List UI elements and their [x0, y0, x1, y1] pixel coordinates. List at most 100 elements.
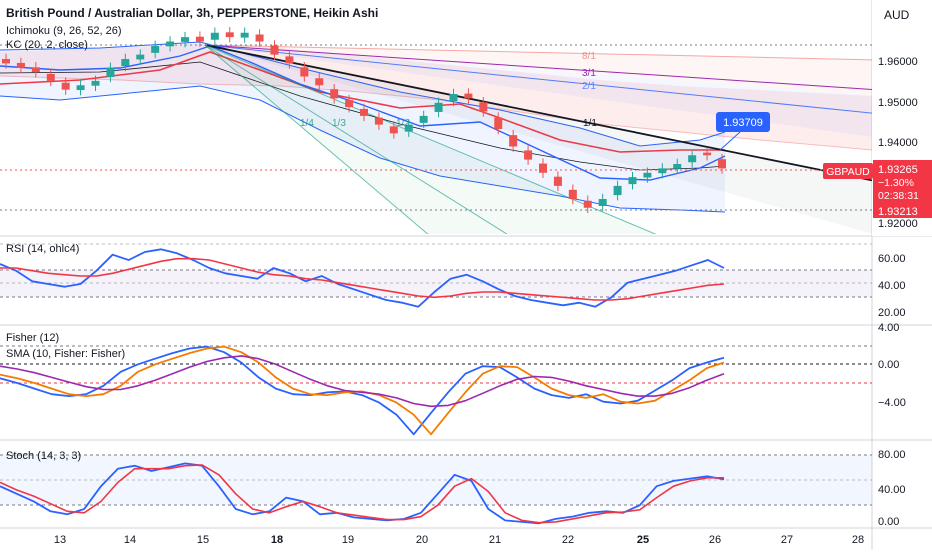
fan-labels: 8/1 3/1 2/1 1/1 1/2 1/3 1/4	[300, 51, 597, 129]
time-tick: 28	[852, 534, 864, 546]
candle	[136, 49, 145, 65]
candle	[539, 158, 547, 178]
legend-sma[interactable]: SMA (10, Fisher: Fisher)	[6, 348, 125, 360]
candle	[76, 80, 85, 96]
candle	[270, 40, 279, 60]
candle	[583, 195, 592, 213]
candle	[643, 167, 652, 183]
ichimoku-cloud	[0, 44, 872, 151]
candle	[374, 112, 383, 130]
candle	[389, 121, 398, 139]
candle	[524, 145, 533, 165]
candle	[449, 88, 458, 107]
fan-label-3-1: 3/1	[582, 68, 596, 79]
time-tick: 20	[416, 534, 428, 546]
time-tick: 25	[637, 534, 649, 546]
candle	[345, 94, 354, 113]
rsi-tick: 40.00	[878, 280, 906, 292]
last-price: 1.93265	[878, 164, 918, 176]
candle	[673, 158, 682, 175]
candle	[464, 88, 473, 104]
symbol-tag: GBPAUD	[823, 163, 873, 179]
series-line-2	[0, 355, 725, 408]
candle	[628, 171, 637, 190]
rsi-tick: 60.00	[878, 253, 906, 265]
time-tick: 22	[562, 534, 574, 546]
candle	[568, 184, 577, 205]
candle	[121, 53, 130, 72]
chart-title: British Pound / Australian Dollar, 3h, P…	[6, 6, 378, 20]
time-tick: 14	[124, 534, 136, 546]
time-tick: 18	[271, 534, 283, 546]
candle	[479, 97, 488, 117]
candle	[181, 31, 189, 48]
candle	[553, 171, 562, 192]
candle	[404, 119, 413, 137]
fan-label-1-2: 1/2	[396, 118, 410, 129]
candle	[658, 163, 667, 179]
gann-fan	[0, 44, 872, 234]
callout[interactable]: 1.93709	[716, 112, 770, 151]
candle	[494, 112, 503, 135]
time-tick: 27	[781, 534, 793, 546]
price-tick: 1.95000	[878, 97, 918, 109]
currency-label: AUD	[884, 8, 910, 22]
candle	[598, 193, 607, 212]
chart-header: British Pound / Australian Dollar, 3h, P…	[6, 6, 378, 51]
candle	[300, 62, 309, 82]
candle	[46, 68, 55, 87]
bar-countdown: 02:38:31	[878, 190, 919, 202]
symbol-label: GBPAUD	[826, 166, 870, 178]
heikin-ashi-candles	[2, 27, 726, 213]
candle	[330, 83, 339, 104]
rsi-panel	[0, 243, 872, 308]
candle	[240, 27, 249, 43]
candle	[2, 53, 10, 69]
price-tick: 1.94000	[878, 137, 918, 149]
candle	[16, 57, 25, 73]
candle	[166, 36, 175, 52]
time-tick: 26	[709, 534, 721, 546]
stoch-panel	[0, 454, 872, 525]
candle	[703, 147, 712, 161]
candle	[151, 40, 160, 59]
time-axis[interactable]: 13 14 15 18 19 20 21 22 25 26 27 28	[54, 534, 864, 546]
candle	[688, 150, 697, 168]
price-tick: 1.96000	[878, 56, 918, 68]
legend-stoch[interactable]: Stoch (14, 3, 3)	[6, 450, 81, 462]
series-line-0	[0, 345, 725, 436]
fisher-axis: 4.00 0.00 −4.00	[878, 322, 906, 409]
callout-price: 1.93709	[723, 117, 763, 129]
series-line-0	[0, 462, 725, 525]
fisher-panel	[0, 345, 872, 436]
candle	[613, 180, 622, 201]
time-tick: 15	[197, 534, 209, 546]
fisher-tick: −4.00	[878, 397, 906, 409]
last-price-tag: 1.93265 −1.30% 02:38:31 1.93213	[873, 160, 932, 218]
candle	[509, 129, 518, 152]
series-line-1	[0, 345, 725, 436]
legend-rsi[interactable]: RSI (14, ohlc4)	[6, 243, 79, 255]
candle	[419, 110, 428, 129]
stoch-series	[0, 462, 725, 525]
candle	[315, 73, 324, 91]
fan-label-1-1: 1/1	[583, 118, 597, 129]
price-tick: 1.92000	[878, 218, 918, 230]
candle	[285, 51, 294, 69]
candle	[61, 77, 70, 95]
stoch-axis: 80.00 40.00 0.00	[878, 449, 906, 528]
candle	[718, 153, 726, 174]
fan-label-1-4: 1/4	[300, 118, 314, 129]
fan-label-2-1: 2/1	[582, 81, 596, 92]
legend-ichimoku[interactable]: Ichimoku (9, 26, 52, 26)	[6, 25, 122, 37]
rsi-tick: 20.00	[878, 307, 906, 319]
stoch-tick: 0.00	[878, 516, 899, 528]
legend-kc[interactable]: KC (20, 2, close)	[6, 39, 88, 51]
legend-fisher[interactable]: Fisher (12)	[6, 332, 59, 344]
fan-label-1-3: 1/3	[332, 118, 346, 129]
series-line-0	[0, 248, 725, 308]
time-tick: 13	[54, 534, 66, 546]
candle	[91, 75, 100, 91]
